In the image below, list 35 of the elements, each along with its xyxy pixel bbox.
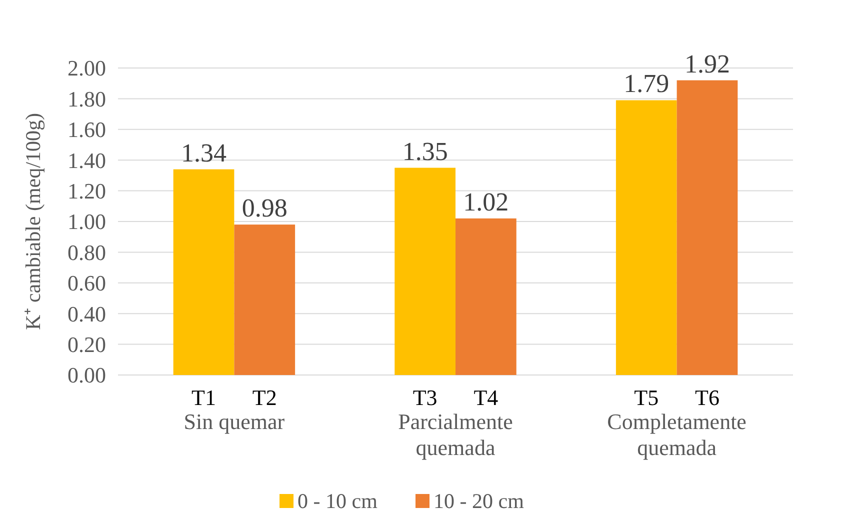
y-tick-label: 1.60: [68, 117, 106, 142]
data-label: 1.02: [463, 187, 509, 216]
y-axis-title: K⁺ cambiable (meq/100g): [21, 113, 45, 330]
y-tick-label: 1.20: [68, 178, 106, 204]
bar: [616, 100, 677, 375]
text: T5: [634, 385, 659, 410]
y-tick-label: 0.80: [68, 240, 106, 265]
y-tick-label: 0.40: [68, 301, 106, 326]
y-tick-label: 0.60: [68, 270, 106, 296]
y-tick-label: 1.40: [68, 148, 106, 173]
text: T6: [695, 385, 720, 410]
bar: [173, 169, 234, 375]
legend-label: 0 - 10 cm: [298, 489, 378, 513]
bar: [234, 224, 296, 375]
text: T1: [192, 385, 216, 410]
legend-label: 10 - 20 cm: [434, 489, 524, 513]
bar: [394, 168, 456, 375]
text: T4: [474, 385, 498, 410]
x-tick-label: Parcialmente quemada: [398, 409, 513, 460]
x-tick-label: Sin quemar: [184, 409, 286, 434]
data-label: 1.35: [402, 136, 448, 166]
y-tick-label: 1.00: [68, 209, 106, 234]
text: T2: [252, 385, 277, 410]
bar: [456, 218, 516, 375]
x-tick-label: Completamente quemada: [607, 409, 746, 460]
y-tick-label: 2.00: [68, 56, 106, 81]
bar: [676, 80, 738, 375]
data-label: 0.98: [242, 194, 288, 223]
y-tick-label: 0.00: [68, 362, 106, 388]
data-label: 1.34: [181, 138, 227, 168]
text: T3: [412, 385, 438, 410]
y-tick-label: 1.80: [68, 86, 106, 112]
y-tick-label: 0.20: [68, 332, 106, 357]
data-label: 1.92: [684, 49, 730, 78]
data-label: 1.79: [624, 69, 670, 98]
